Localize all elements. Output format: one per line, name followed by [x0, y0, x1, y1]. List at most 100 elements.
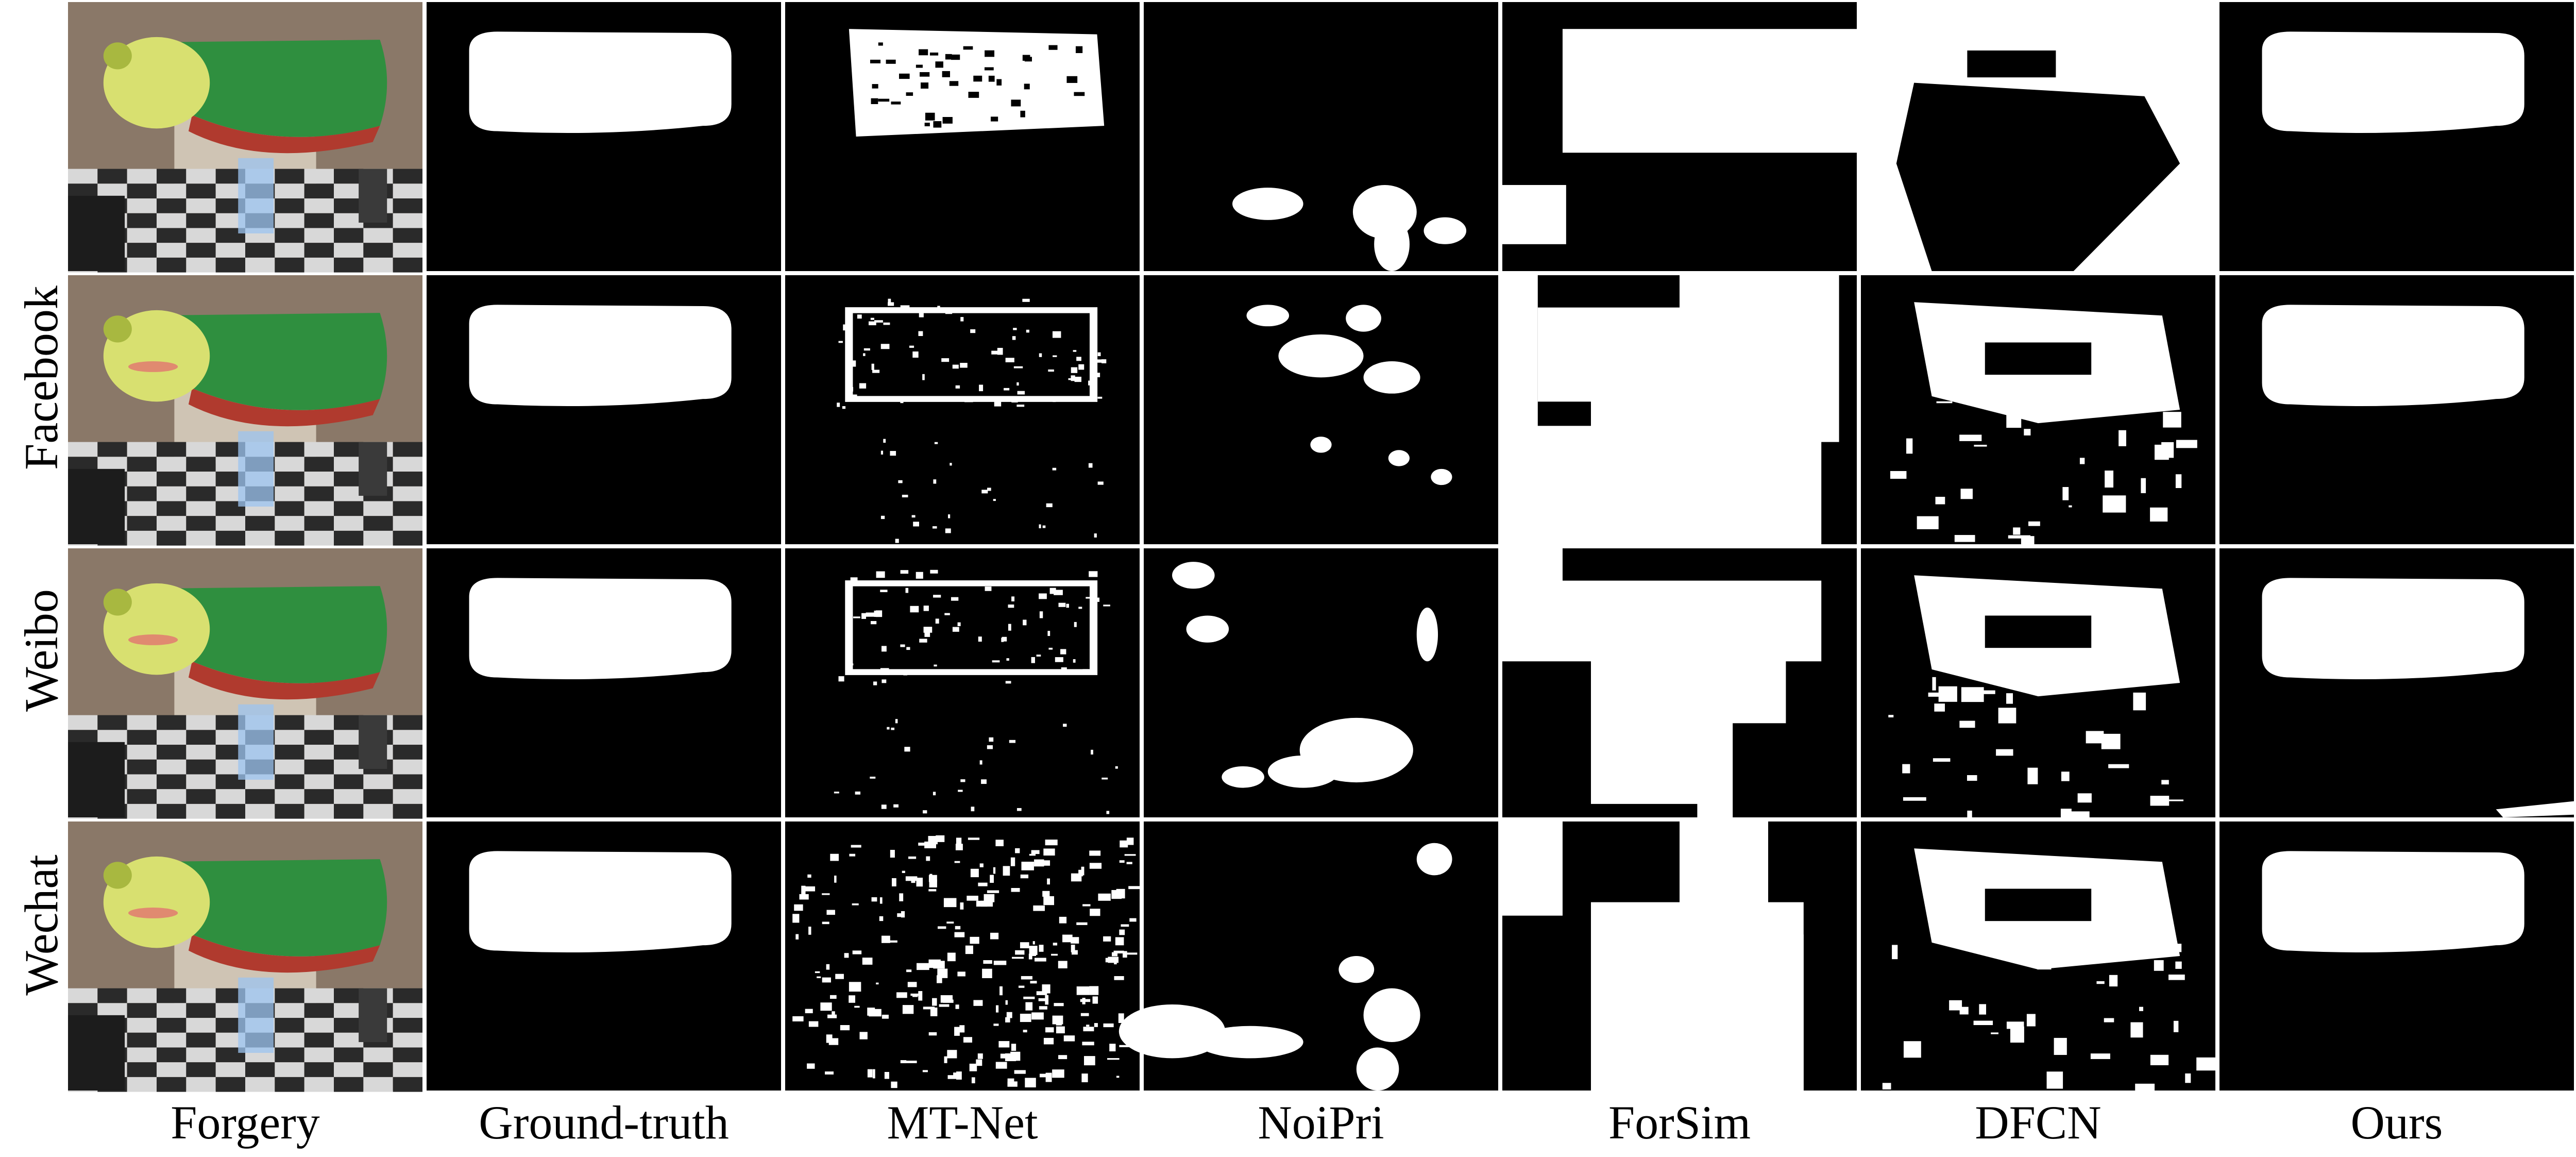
floor-tile: [127, 1032, 157, 1048]
noise-speckle: [931, 836, 935, 843]
edge-speckle: [900, 399, 904, 404]
mask-background: [785, 821, 1140, 1091]
noise-speckle: [1083, 1027, 1094, 1032]
noise-speckle: [1031, 850, 1040, 854]
floor-tile: [215, 1062, 245, 1077]
edge-speckle: [1097, 352, 1101, 357]
edge-speckle: [863, 348, 870, 351]
noise-speckle: [1025, 1002, 1033, 1011]
noise-speckle: [1043, 896, 1055, 906]
floor-tile: [215, 516, 245, 531]
noise-speckle: [855, 791, 861, 795]
noise-speckle: [2109, 975, 2118, 987]
noise-speckle: [933, 479, 937, 484]
mask-hole: [945, 54, 952, 60]
noise-blob: [1416, 843, 1452, 876]
mask-hole: [996, 79, 1002, 86]
row-label-weibo: Weibo: [15, 589, 67, 712]
edge-speckle: [905, 588, 909, 593]
edge-speckle: [1071, 375, 1075, 381]
noise-speckle: [1071, 937, 1079, 944]
floor-tile: [334, 789, 364, 804]
noise-speckle: [825, 1071, 834, 1075]
noise-speckle: [881, 804, 887, 809]
edge-speckle: [1036, 655, 1041, 657]
edge-speckle: [1070, 670, 1077, 675]
floor-tile: [304, 988, 334, 1003]
noise-speckle: [822, 893, 830, 895]
edge-speckle: [1061, 667, 1067, 675]
noise-speckle: [1111, 890, 1122, 899]
edge-speckle: [1103, 605, 1110, 607]
edge-speckle: [937, 306, 940, 308]
floor-tile: [157, 745, 187, 760]
edge-speckle: [875, 610, 883, 617]
floor-tile: [157, 1032, 187, 1048]
noise-speckle: [1058, 961, 1067, 968]
noise-speckle: [933, 961, 945, 969]
noise-speckle: [1012, 957, 1024, 959]
floor-tile: [304, 1032, 334, 1048]
noise-speckle: [1126, 952, 1138, 955]
noise-speckle: [1092, 996, 1098, 1004]
floor-tile: [275, 759, 304, 775]
noise-blob: [1232, 188, 1303, 220]
noise-speckle: [1882, 1083, 1891, 1089]
noise-speckle: [954, 932, 965, 937]
noise-speckle: [955, 926, 961, 930]
mask-hole: [925, 112, 935, 121]
edge-speckle: [1088, 380, 1093, 385]
floor-tile: [157, 516, 187, 531]
noise-speckle: [937, 975, 942, 983]
noise-speckle: [1058, 1055, 1067, 1060]
edge-speckle: [952, 627, 959, 632]
noise-speckle: [830, 853, 839, 861]
floor-tile: [275, 501, 304, 516]
noise-speckle: [1018, 985, 1025, 988]
col-label-noipri: NoiPri: [1258, 1096, 1384, 1149]
noise-speckle: [2077, 793, 2092, 803]
noise-speckle: [834, 792, 839, 794]
floor-tile: [245, 803, 275, 819]
floor-reflection: [238, 704, 274, 780]
edge-speckle: [876, 571, 885, 578]
mask-hole: [1985, 615, 2092, 648]
edge-speckle: [903, 673, 908, 676]
noise-speckle: [1113, 950, 1124, 954]
floor-tile: [304, 228, 334, 243]
noise-speckle: [944, 1056, 947, 1063]
noise-speckle: [1967, 775, 1977, 781]
floor-tile: [363, 1077, 393, 1092]
noise-speckle: [912, 995, 918, 997]
forged-train-stripe: [188, 115, 380, 154]
cell-row1-ground-truth: [427, 2, 781, 271]
floor-tile: [68, 442, 98, 457]
floor-tile: [186, 1062, 216, 1077]
mask-hole: [1066, 76, 1078, 83]
noise-speckle: [1076, 986, 1090, 995]
noise-speckle: [928, 1032, 937, 1036]
floor-tile: [245, 530, 275, 546]
noise-speckle: [2196, 1057, 2219, 1071]
noise-blob: [1172, 562, 1215, 589]
trash-bin: [68, 742, 125, 817]
noise-speckle: [2029, 672, 2035, 688]
floor-tile: [275, 457, 304, 472]
noise-speckle: [971, 807, 975, 812]
row-label-wechat: Wechat: [15, 854, 67, 996]
edge-speckle: [1004, 388, 1010, 391]
floor-tile: [157, 530, 187, 546]
floor-tile: [334, 486, 364, 501]
noise-speckle: [968, 837, 980, 840]
noise-speckle: [1033, 905, 1045, 911]
noise-speckle: [993, 961, 1007, 965]
floor-tile: [186, 1018, 216, 1033]
noise-speckle: [1009, 740, 1016, 743]
noise-speckle: [1906, 438, 1913, 454]
floor-tile: [393, 1032, 422, 1048]
noise-speckle: [1903, 797, 1926, 801]
noise-speckle: [1078, 869, 1083, 877]
noise-speckle: [2119, 430, 2126, 446]
edge-speckle: [997, 347, 1003, 355]
noise-speckle: [1039, 1074, 1052, 1078]
